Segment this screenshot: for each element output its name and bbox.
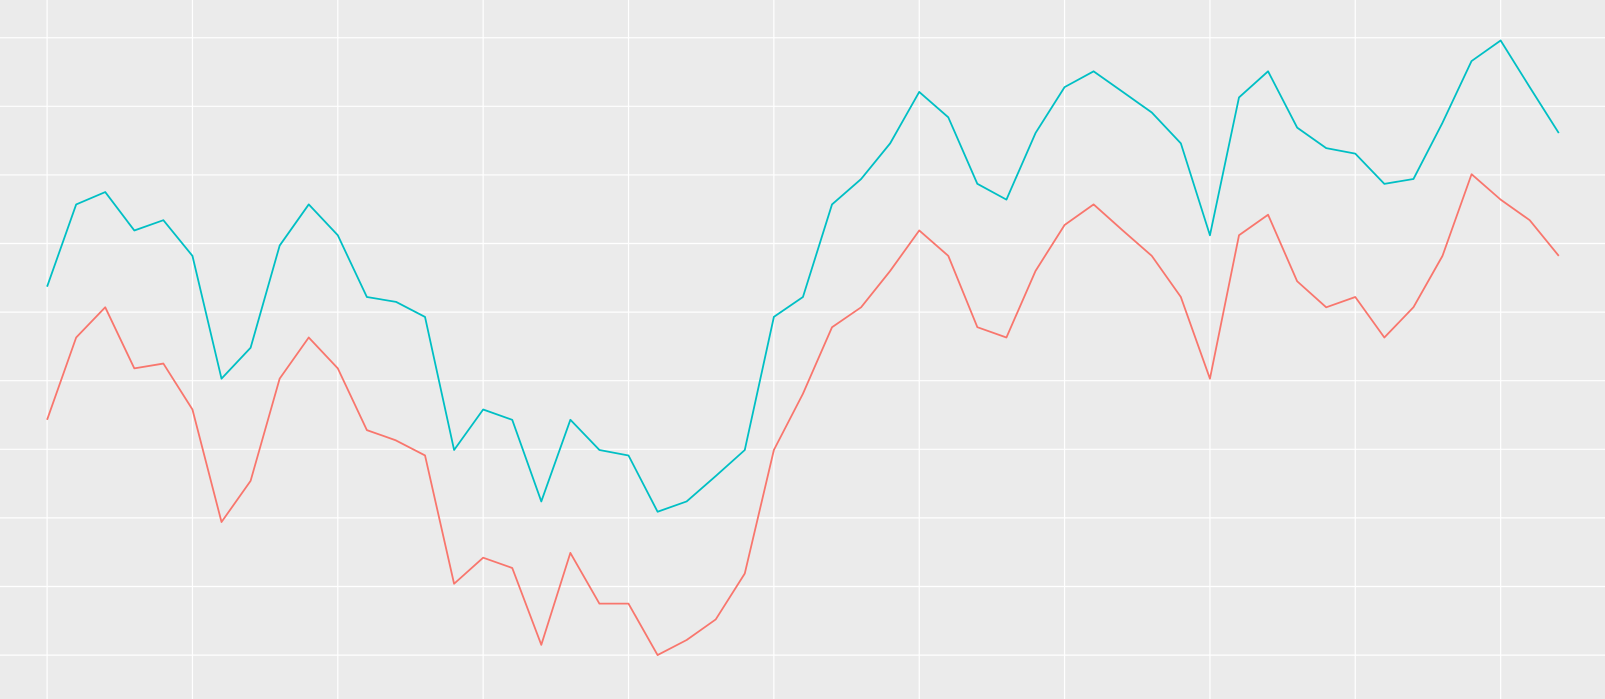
series-line: [46, 173, 1560, 656]
series-line: [46, 39, 1560, 513]
